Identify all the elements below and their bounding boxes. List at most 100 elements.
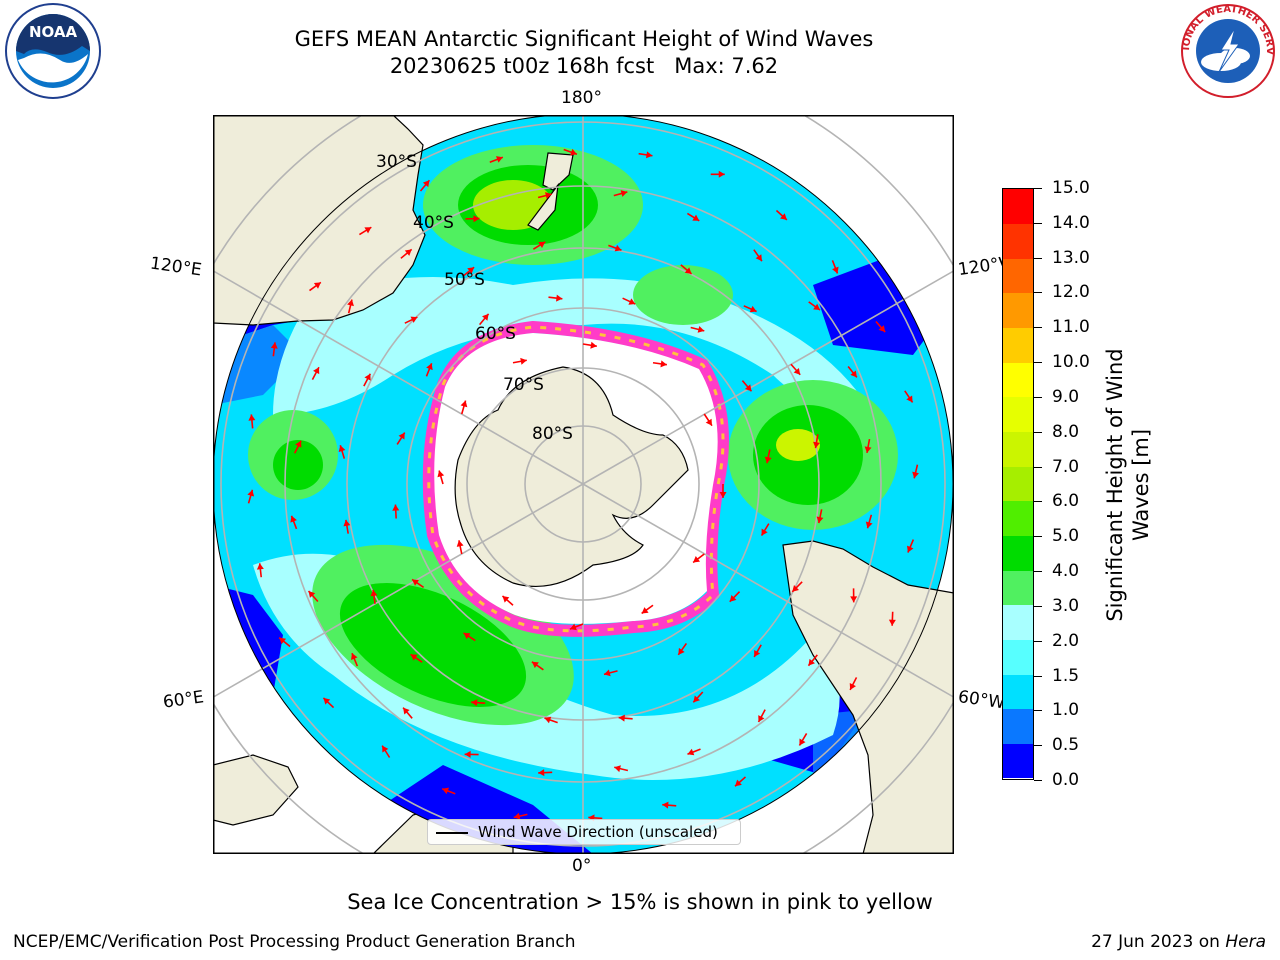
wind-wave-arrow [680, 264, 693, 275]
wind-wave-arrow [548, 294, 563, 302]
colorbar-tick [1034, 292, 1042, 294]
wind-wave-arrow [311, 366, 320, 380]
colorbar-tick [1034, 710, 1042, 712]
colorbar-segment [1003, 743, 1033, 779]
colorbar-tick-label: 6.0 [1052, 491, 1080, 512]
wind-wave-arrow [537, 192, 552, 199]
wind-wave-arrow [907, 539, 915, 553]
wind-wave-arrow [544, 716, 558, 724]
wind-wave-arrow [343, 519, 351, 534]
wind-wave-arrow [677, 642, 688, 656]
colorbar-tick-label: 0.0 [1052, 770, 1080, 790]
map-canvas [213, 115, 954, 854]
wind-wave-arrow [849, 677, 858, 691]
wind-wave-arrow [456, 540, 464, 555]
colorbar-segment [1003, 431, 1033, 467]
wind-wave-arrow [293, 440, 302, 454]
graticule [213, 115, 954, 854]
wind-wave-arrow [338, 445, 346, 459]
wind-wave-arrow [613, 190, 628, 197]
wind-wave-arrow [307, 590, 319, 603]
wind-wave-arrow [512, 357, 527, 365]
map-title: GEFS MEAN Antarctic Significant Height o… [184, 26, 984, 80]
wind-wave-arrow [410, 653, 423, 663]
wind-wave-arrow [531, 661, 544, 671]
colorbar-tick [1034, 745, 1042, 747]
colorbar [1002, 188, 1034, 780]
wind-wave-arrow [247, 489, 255, 504]
title-line-2: 20230625 t00z 168h fcst Max: 7.62 [389, 54, 779, 78]
wind-wave-arrow [402, 707, 413, 719]
wind-wave-arrow [816, 509, 824, 524]
wind-wave-arrow [608, 244, 622, 252]
footer-machine: Hera [1225, 932, 1266, 952]
wind-wave-arrow [764, 449, 772, 464]
colorbar-tick [1034, 327, 1042, 329]
colorbar-tick [1034, 536, 1042, 538]
wind-wave-arrow [392, 504, 400, 519]
wind-wave-arrow [363, 373, 372, 387]
colorbar-segment [1003, 327, 1033, 363]
wind-wave-arrow [248, 414, 256, 429]
wind-wave-arrow [441, 787, 456, 795]
colorbar-tick [1034, 188, 1042, 189]
wind-wave-arrow [290, 515, 298, 530]
wind-wave-arrow [471, 699, 486, 707]
wind-wave-arrow [807, 654, 818, 667]
wind-wave-arrow [790, 363, 801, 376]
wind-wave-arrow [419, 179, 431, 192]
colorbar-tick [1034, 501, 1042, 503]
colorbar-tick [1034, 780, 1042, 781]
wind-wave-arrow [710, 170, 725, 178]
svg-text:NOAA: NOAA [29, 23, 78, 41]
colorbar-segment [1003, 292, 1033, 329]
wind-wave-arrow [875, 320, 886, 333]
colorbar-segment [1003, 500, 1033, 536]
wind-wave-arrow [798, 733, 808, 746]
wind-wave-arrow [775, 209, 788, 221]
wind-wave-arrow [411, 578, 425, 589]
wind-wave-arrow [741, 380, 753, 392]
colorbar-tick [1034, 675, 1042, 677]
wind-wave-arrow [464, 750, 479, 758]
wind-wave-arrow [904, 390, 914, 403]
wind-wave-arrow [569, 623, 584, 631]
colorbar-tick-label: 12.0 [1052, 282, 1090, 303]
colorbar-tick-label: 1.0 [1052, 700, 1080, 721]
sea-ice-edge [422, 320, 729, 637]
colorbar-tick [1034, 222, 1042, 224]
colorbar-tick-label: 10.0 [1052, 352, 1090, 373]
colorbar-tick-label: 4.0 [1052, 561, 1080, 582]
colorbar-segment [1003, 466, 1033, 502]
colorbar-segment [1003, 258, 1033, 294]
wind-wave-arrow [791, 581, 803, 593]
colorbar-tick-label: 1.5 [1052, 665, 1080, 686]
wind-wave-arrow [760, 523, 770, 536]
legend-label: Wind Wave Direction (unscaled) [478, 823, 718, 841]
wind-wave-arrow [381, 745, 391, 758]
wind-wave-arrow [729, 591, 741, 603]
wind-wave-arrow [888, 611, 896, 626]
lon-label-120e: 120°E [148, 253, 203, 281]
wind-wave-arrow [347, 299, 354, 314]
wind-wave-arrow [563, 148, 578, 156]
colorbar-tick [1034, 362, 1042, 364]
lon-label-0: 0° [572, 856, 592, 876]
noaa-logo: NOAA [2, 2, 104, 100]
colorbar-tick-label: 0.5 [1052, 735, 1080, 756]
wind-wave-arrow [831, 260, 839, 274]
colorbar-tick [1034, 605, 1042, 607]
wind-wave-arrow [757, 709, 766, 723]
colorbar-tick-label: 8.0 [1052, 421, 1080, 442]
colorbar-tick [1034, 466, 1042, 468]
wind-wave-arrow [652, 360, 667, 368]
wind-wave-arrow [622, 297, 636, 305]
wind-wave-arrow [690, 326, 705, 333]
high-wave-areas [248, 145, 898, 726]
title-line-1: GEFS MEAN Antarctic Significant Height o… [294, 27, 874, 51]
wind-wave-arrow [753, 249, 763, 262]
wind-wave-arrow [400, 248, 413, 259]
wind-wave-arrow [463, 632, 476, 642]
wind-wave-arrow [687, 748, 701, 756]
colorbar-tick-label: 15.0 [1052, 178, 1090, 198]
